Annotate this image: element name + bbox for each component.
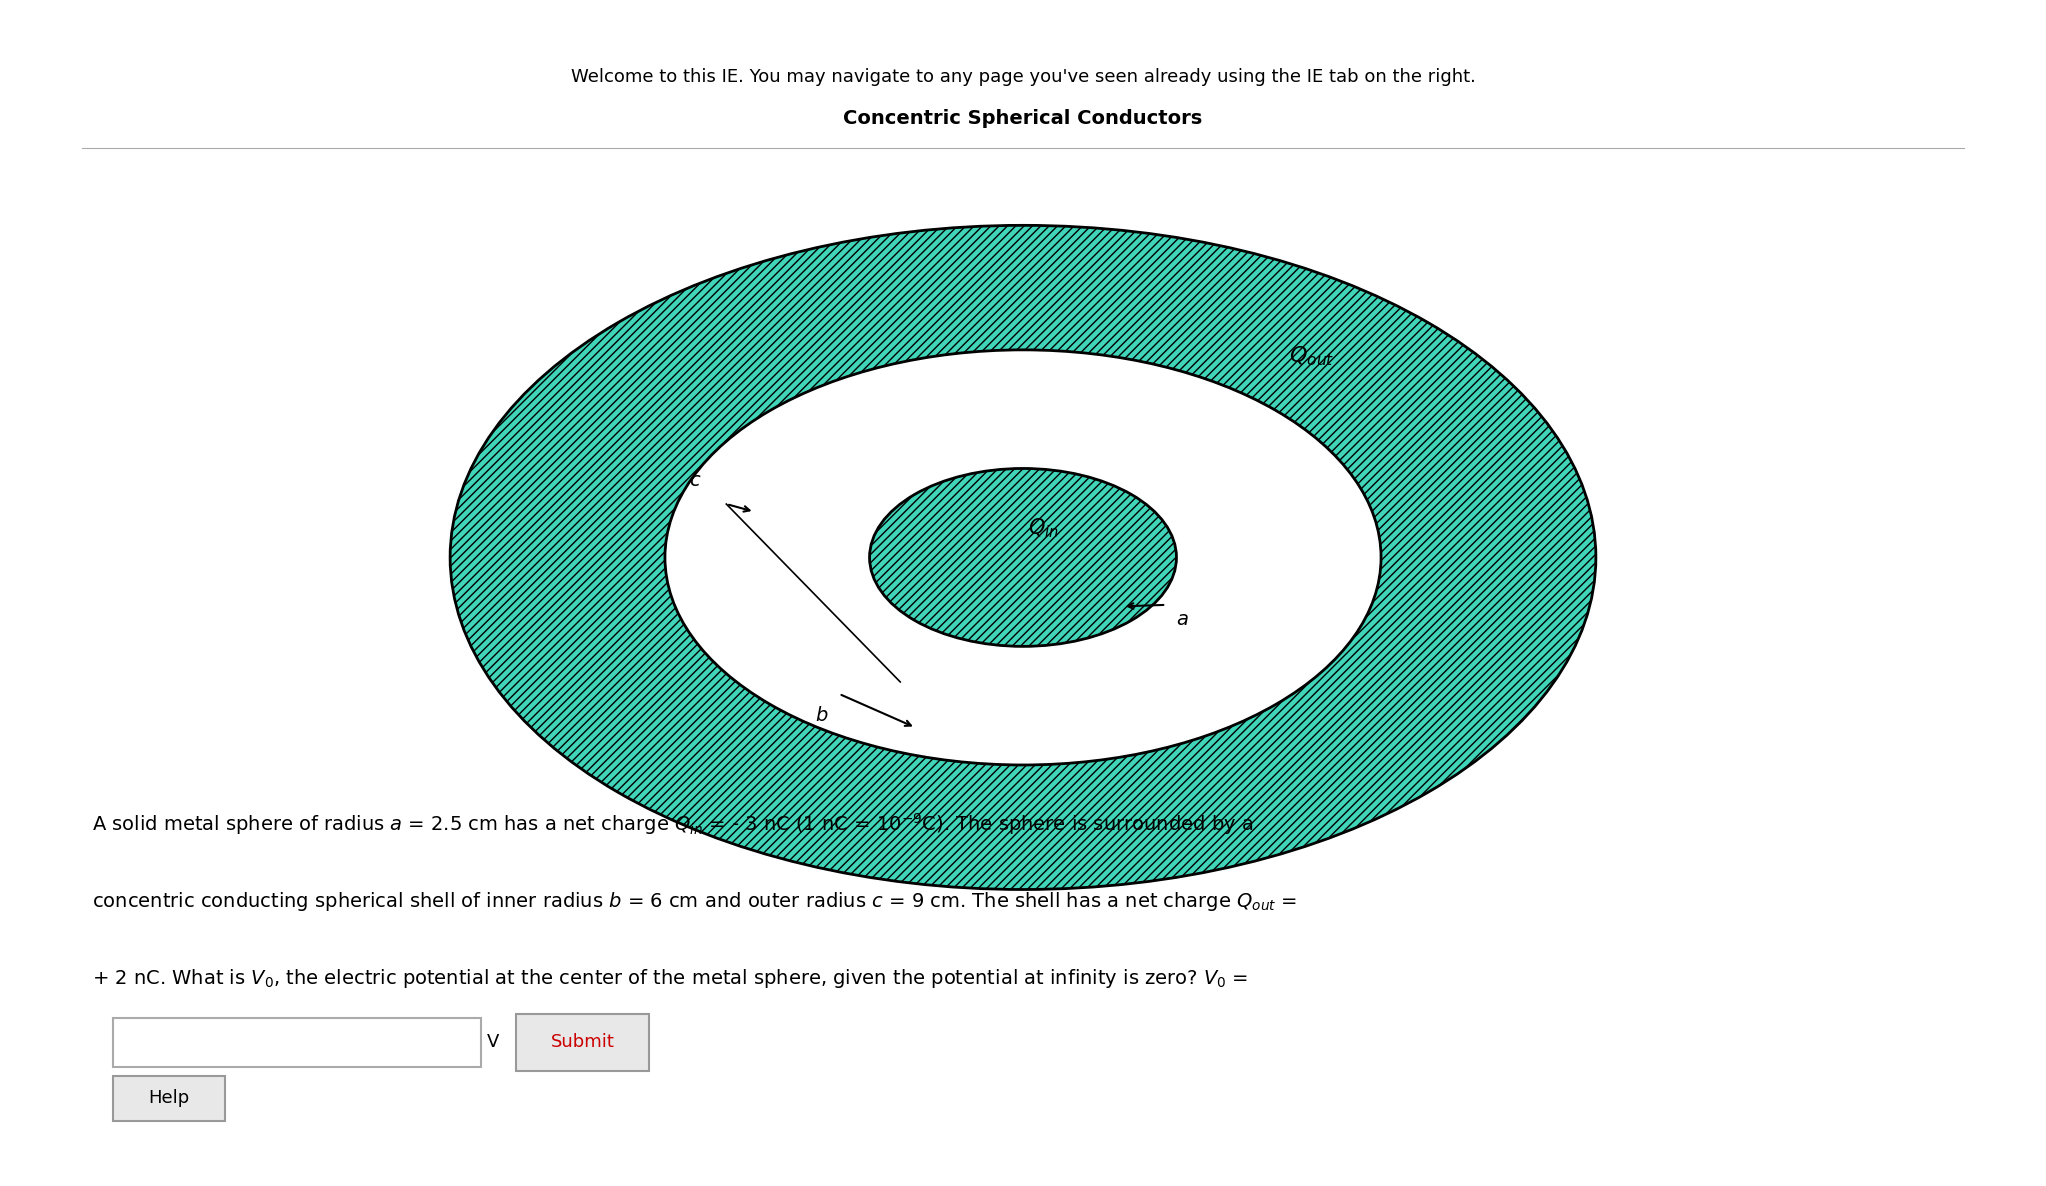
Text: $Q_{out}$: $Q_{out}$ bbox=[1289, 344, 1334, 368]
Text: concentric conducting spherical shell of inner radius $b$ = 6 cm and outer radiu: concentric conducting spherical shell of… bbox=[92, 890, 1297, 913]
Circle shape bbox=[450, 225, 1596, 890]
Circle shape bbox=[870, 468, 1176, 646]
Text: SPHERES V BASE: SPHERES V BASE bbox=[917, 20, 1129, 45]
Text: + 2 nC. What is $V_0$, the electric potential at the center of the metal sphere,: + 2 nC. What is $V_0$, the electric pote… bbox=[92, 967, 1248, 990]
Circle shape bbox=[665, 350, 1381, 765]
Text: $Q_{in}$: $Q_{in}$ bbox=[1027, 516, 1060, 540]
Text: $c$: $c$ bbox=[690, 472, 702, 490]
Text: Welcome to this IE. You may navigate to any page you've seen already using the I: Welcome to this IE. You may navigate to … bbox=[571, 68, 1475, 87]
Text: Help: Help bbox=[147, 1089, 190, 1108]
Text: $a$: $a$ bbox=[1176, 611, 1189, 629]
Text: A solid metal sphere of radius $a$ = 2.5 cm has a net charge $Q_{in}$ = - 3 nC (: A solid metal sphere of radius $a$ = 2.5… bbox=[92, 811, 1254, 837]
FancyBboxPatch shape bbox=[516, 1014, 649, 1071]
Text: $b$: $b$ bbox=[814, 706, 829, 725]
Text: V: V bbox=[487, 1033, 499, 1052]
FancyBboxPatch shape bbox=[113, 1076, 225, 1121]
Text: Concentric Spherical Conductors: Concentric Spherical Conductors bbox=[843, 109, 1203, 128]
Text: Submit: Submit bbox=[550, 1033, 616, 1052]
FancyBboxPatch shape bbox=[113, 1018, 481, 1067]
